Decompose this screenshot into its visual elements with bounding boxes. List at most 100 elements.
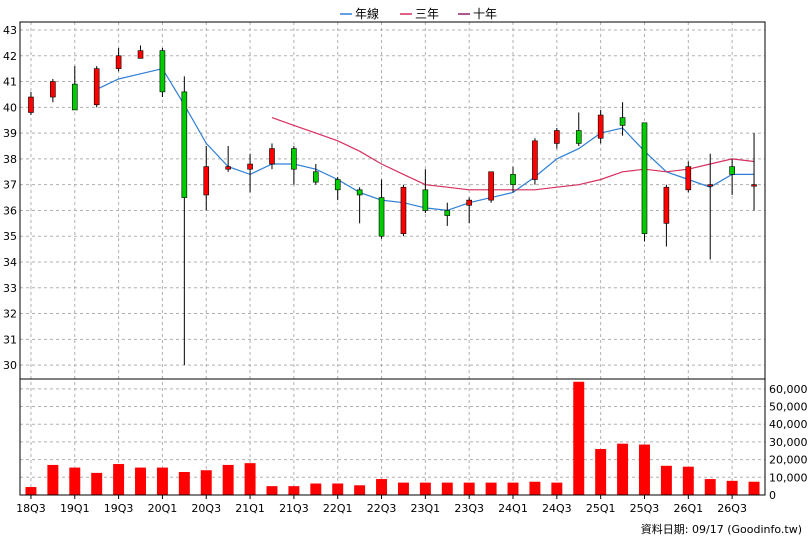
volume-bar <box>397 482 409 495</box>
volume-bar <box>69 467 81 495</box>
volume-bar <box>507 482 519 495</box>
candle-body <box>378 197 385 237</box>
candle-body <box>28 96 34 113</box>
candlestick <box>203 146 210 211</box>
candlestick <box>685 161 692 193</box>
x-tick-label: 26Q1 <box>673 502 703 515</box>
candlestick <box>93 66 100 108</box>
candle-body <box>334 179 341 191</box>
volume-bar <box>376 479 388 495</box>
price-tick-label: 35 <box>3 230 17 243</box>
volume-bar <box>639 444 650 495</box>
candle-body <box>444 210 451 216</box>
volume-tick-label: 30,000 <box>769 436 808 449</box>
candle-body <box>554 130 560 144</box>
candle-body <box>510 174 516 185</box>
candlestick <box>619 102 626 136</box>
candle-body <box>729 166 735 175</box>
candle-body <box>641 122 648 234</box>
volume-bar <box>748 481 760 495</box>
candle-body <box>203 166 210 196</box>
x-tick-label: 23Q3 <box>454 502 484 515</box>
candlestick <box>313 164 319 185</box>
volume-bar <box>222 464 234 495</box>
candle-body <box>597 114 604 139</box>
axes: 30 31 32 33 34 35 36 37 38 39 40 41 42 43 0 10,000 20,00… <box>3 21 808 515</box>
candlestick <box>466 197 472 224</box>
x-tick-label: 23Q1 <box>411 502 441 515</box>
x-tick-label: 22Q1 <box>323 502 353 515</box>
price-tick-label: 36 <box>3 204 17 217</box>
candlestick <box>28 91 34 116</box>
data-date-credit: 資料日期: 09/17 (Goodinfo.tw) <box>640 523 802 536</box>
candle-body <box>291 148 297 170</box>
plot-frame <box>19 21 766 496</box>
price-tick-label: 39 <box>3 127 17 140</box>
candle-body <box>619 117 626 126</box>
grid <box>20 22 765 496</box>
legend: 年線 三年 十年 <box>340 6 497 21</box>
candlestick <box>510 166 516 193</box>
price-tick-label: 40 <box>3 101 17 114</box>
price-tick-label: 38 <box>3 153 17 166</box>
price-tick-label: 43 <box>3 24 17 37</box>
candle-body <box>225 166 231 170</box>
candle-body <box>685 166 692 191</box>
candlestick <box>181 76 188 366</box>
candlestick <box>247 153 253 193</box>
volume-bar <box>354 485 366 495</box>
candlestick <box>554 127 560 149</box>
candlestick <box>115 48 122 72</box>
candlestick <box>422 169 429 214</box>
volume-bar <box>25 487 37 495</box>
volume-bar <box>441 482 453 495</box>
candle-body <box>313 171 319 183</box>
volume-bar <box>485 482 497 495</box>
volume-tick-label: 60,000 <box>769 383 808 396</box>
price-tick-label: 34 <box>3 256 17 269</box>
volume-bar <box>660 465 672 495</box>
candle-body <box>181 91 188 198</box>
volume-bar <box>463 482 475 495</box>
volume-bar <box>573 381 585 495</box>
candle-body <box>115 55 122 69</box>
candle-body <box>422 189 429 211</box>
candle-body <box>137 50 144 59</box>
price-tick-label: 32 <box>3 308 17 321</box>
x-tick-label: 18Q3 <box>16 502 46 515</box>
volume-bar <box>266 486 278 495</box>
price-tick-label: 42 <box>3 50 17 63</box>
volume-bar <box>135 467 146 495</box>
volume-bar <box>91 472 103 495</box>
volume-bar <box>682 466 694 495</box>
volume-tick-label: 0 <box>769 489 776 502</box>
x-tick-label: 24Q3 <box>542 502 572 515</box>
volume-bar <box>113 464 125 495</box>
legend-label: 三年 <box>415 7 439 21</box>
legend-label: 年線 <box>355 6 379 21</box>
candle-body <box>93 68 100 106</box>
x-tick-label: 26Q3 <box>717 502 747 515</box>
x-tick-label: 24Q1 <box>498 502 528 515</box>
candlestick <box>334 176 341 201</box>
candle-body <box>247 163 253 170</box>
candlestick <box>291 146 297 185</box>
candlestick <box>137 45 144 59</box>
candle-body <box>707 184 714 187</box>
volume-bar <box>332 483 344 495</box>
candlestick <box>50 78 56 103</box>
candlestick <box>356 187 363 224</box>
x-tick-label: 25Q1 <box>586 502 616 515</box>
candlestick <box>663 184 670 247</box>
volume-tick-label: 20,000 <box>769 454 808 467</box>
candle-body <box>751 184 757 187</box>
volume-bar <box>529 481 541 495</box>
candle-body <box>488 171 494 201</box>
candlestick <box>729 158 735 195</box>
candlestick <box>159 48 166 98</box>
price-tick-label: 31 <box>3 333 17 346</box>
candlestick <box>378 179 385 239</box>
x-tick-label: 21Q1 <box>235 502 265 515</box>
